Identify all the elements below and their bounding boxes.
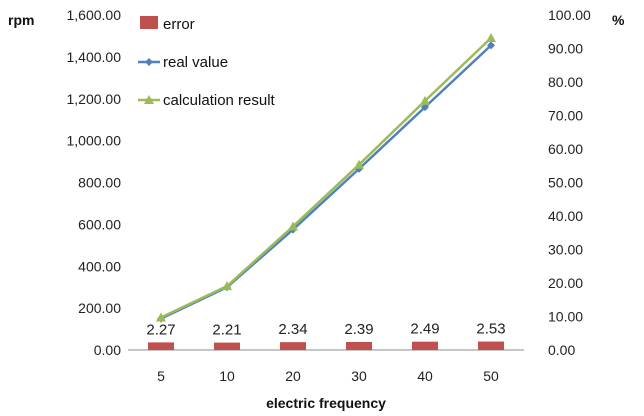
data-point xyxy=(222,281,232,291)
error-data-label: 2.27 xyxy=(146,321,175,338)
x-tick-label: 5 xyxy=(157,368,165,384)
data-point xyxy=(288,221,298,231)
right-tick-label: 20.00 xyxy=(548,275,583,291)
legend-marker xyxy=(144,95,154,104)
legend-item: calculation result xyxy=(138,92,276,109)
data-point xyxy=(487,41,495,50)
error-bar xyxy=(412,341,438,350)
error-data-label: 2.49 xyxy=(410,321,439,338)
legend-item: error xyxy=(140,16,195,33)
legend-swatch xyxy=(140,16,158,29)
error-bar xyxy=(214,342,240,350)
error-data-label: 2.34 xyxy=(278,321,307,338)
x-tick-label: 10 xyxy=(219,368,235,384)
data-point xyxy=(156,312,166,322)
x-axis-title: electric frequency xyxy=(266,395,386,411)
series-line xyxy=(160,37,492,319)
right-tick-label: 70.00 xyxy=(548,108,583,124)
right-tick-label: 10.00 xyxy=(548,309,583,325)
line-series xyxy=(156,33,496,323)
right-tick-label: 40.00 xyxy=(548,208,583,224)
left-tick-label: 1,200.00 xyxy=(67,91,122,107)
left-tick-label: 1,400.00 xyxy=(67,49,122,65)
x-tick-label: 20 xyxy=(285,368,301,384)
data-point xyxy=(421,103,429,112)
left-tick-label: 800.00 xyxy=(78,175,121,191)
data-point xyxy=(354,159,364,169)
right-tick-label: 80.00 xyxy=(548,74,583,90)
error-bar xyxy=(478,341,504,350)
legend-label: error xyxy=(163,16,195,33)
legend-label: calculation result xyxy=(163,92,276,109)
right-tick-label: 0.00 xyxy=(548,342,575,358)
y-axis-right-title: % xyxy=(612,12,625,28)
error-data-label: 2.53 xyxy=(476,321,505,338)
data-point xyxy=(486,33,496,43)
series-calculation-result xyxy=(156,33,496,322)
left-tick-label: 1,000.00 xyxy=(67,133,122,149)
error-data-label: 2.39 xyxy=(344,321,373,338)
right-tick-label: 60.00 xyxy=(548,141,583,157)
right-axis-ticks: 0.00 10.00 20.00 30.00 40.00 50.00 60.00 70.00 8… xyxy=(548,7,591,358)
x-axis-ticks: 5 10 20 30 40 50 xyxy=(157,368,499,384)
legend-item: real value xyxy=(138,54,228,71)
error-data-label: 2.21 xyxy=(212,322,241,339)
legend: error real value calculation result xyxy=(138,16,276,109)
y-axis-left-title: rpm xyxy=(8,12,34,28)
right-tick-label: 30.00 xyxy=(548,242,583,258)
error-bar xyxy=(280,342,306,350)
right-tick-label: 50.00 xyxy=(548,175,583,191)
data-point xyxy=(420,95,430,105)
left-tick-label: 1,600.00 xyxy=(67,7,122,23)
right-tick-label: 100.00 xyxy=(548,7,591,23)
error-bars xyxy=(148,341,504,350)
legend-marker xyxy=(145,58,153,66)
left-tick-label: 400.00 xyxy=(78,258,121,274)
left-axis-ticks: 0.00 200.00 400.00 600.00 800.00 1,000.00 1,20… xyxy=(67,7,122,358)
legend-label: real value xyxy=(163,54,228,71)
x-tick-label: 40 xyxy=(417,368,433,384)
x-tick-label: 50 xyxy=(483,368,499,384)
right-tick-label: 90.00 xyxy=(548,41,583,57)
error-bar xyxy=(148,342,174,350)
error-data-labels: 2.27 2.21 2.34 2.39 2.49 2.53 xyxy=(146,321,505,339)
error-bar xyxy=(346,341,372,350)
left-tick-label: 0.00 xyxy=(94,342,121,358)
x-tick-label: 30 xyxy=(351,368,367,384)
left-tick-label: 600.00 xyxy=(78,216,121,232)
left-tick-label: 200.00 xyxy=(78,300,121,316)
